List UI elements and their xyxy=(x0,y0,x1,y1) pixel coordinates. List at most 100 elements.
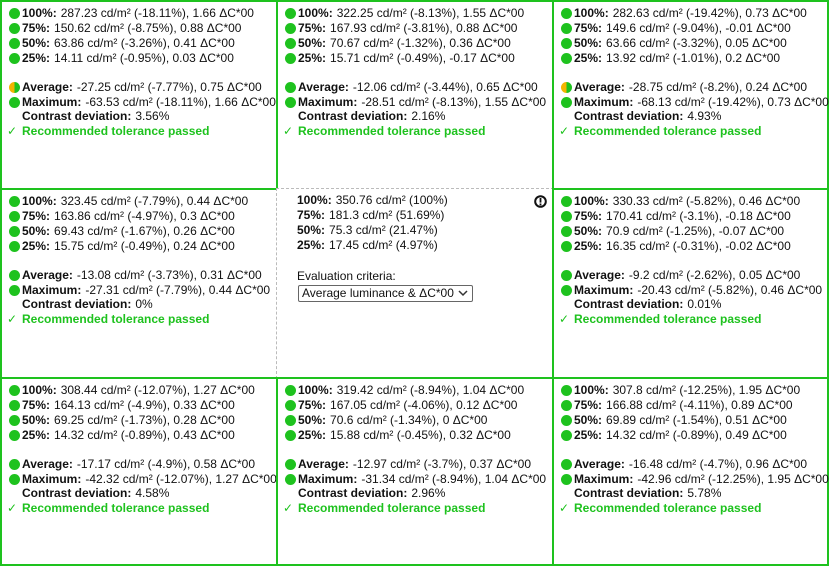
status-dot xyxy=(561,385,572,396)
label: 50%: xyxy=(574,224,603,238)
label: 75%: xyxy=(22,209,51,223)
maximum-line: Maximum: -28.51 cd/m² (-8.13%), 1.55 ΔC*0… xyxy=(285,95,547,110)
level-line: 50%: 69.43 cd/m² (-1.67%), 0.26 ΔC*00 xyxy=(9,224,235,239)
label: 25%: xyxy=(22,51,51,65)
status-dot xyxy=(561,53,572,64)
value: 70.9 cd/m² (-1.25%), -0.07 ΔC*00 xyxy=(606,224,785,238)
value: 150.62 cd/m² (-8.75%), 0.88 ΔC*00 xyxy=(54,21,242,35)
label: 25%: xyxy=(574,239,603,253)
select-value: Average luminance & ΔC*00 xyxy=(302,286,454,300)
level-line: 75%: 170.41 cd/m² (-3.1%), -0.18 ΔC*00 xyxy=(561,209,791,224)
status-dot xyxy=(285,474,296,485)
label: 100%: xyxy=(22,6,57,20)
label: Maximum: xyxy=(574,95,634,109)
status-dot xyxy=(285,38,296,49)
maximum-line: Maximum: -27.31 cd/m² (-7.79%), 0.44 ΔC*0… xyxy=(9,283,270,298)
level-line: 100%: 308.44 cd/m² (-12.07%), 1.27 ΔC*00 xyxy=(9,383,255,398)
value: 14.32 cd/m² (-0.89%), 0.49 ΔC*00 xyxy=(606,428,787,442)
measurement-cell: 100%: 322.25 cd/m² (-8.13%), 1.55 ΔC*00 75… xyxy=(276,0,554,190)
dropdown-arrow xyxy=(458,290,468,297)
status-text: Recommended tolerance passed xyxy=(22,124,210,138)
status-dot xyxy=(9,226,20,237)
average-line: Average: -13.08 cd/m² (-3.73%), 0.31 ΔC*0… xyxy=(9,268,262,283)
level-line: 100%: 282.63 cd/m² (-19.42%), 0.73 ΔC*00 xyxy=(561,6,807,21)
status-dot xyxy=(9,211,20,222)
value: -13.08 cd/m² (-3.73%), 0.31 ΔC*00 xyxy=(76,268,262,282)
value: 69.25 cd/m² (-1.73%), 0.28 ΔC*00 xyxy=(54,413,235,427)
value: 4.93% xyxy=(687,109,722,123)
level-line: 50%: 69.89 cd/m² (-1.54%), 0.51 ΔC*00 xyxy=(561,413,787,428)
value: 16.35 cd/m² (-0.31%), -0.02 ΔC*00 xyxy=(606,239,791,253)
status-text: Recommended tolerance passed xyxy=(22,501,210,515)
value: -42.32 cd/m² (-12.07%), 1.27 ΔC*00 xyxy=(85,472,277,486)
maximum-line: Maximum: -42.32 cd/m² (-12.07%), 1.27 ΔC*… xyxy=(9,472,277,487)
criteria-label: Evaluation criteria: xyxy=(297,269,396,283)
value: 69.89 cd/m² (-1.54%), 0.51 ΔC*00 xyxy=(606,413,787,427)
value: 14.32 cd/m² (-0.89%), 0.43 ΔC*00 xyxy=(54,428,235,442)
value: -17.17 cd/m² (-4.9%), 0.58 ΔC*00 xyxy=(76,457,256,471)
level-line: 25%: 14.32 cd/m² (-0.89%), 0.49 ΔC*00 xyxy=(561,428,787,443)
value: 15.75 cd/m² (-0.49%), 0.24 ΔC*00 xyxy=(54,239,235,253)
level-line: 50%: 70.67 cd/m² (-1.32%), 0.36 ΔC*00 xyxy=(285,36,511,51)
level-line: 50%: 75.3 cd/m² (21.47%) xyxy=(297,223,438,238)
value: -12.06 cd/m² (-3.44%), 0.65 ΔC*00 xyxy=(352,80,538,94)
value: 70.67 cd/m² (-1.32%), 0.36 ΔC*00 xyxy=(330,36,511,50)
value: -27.25 cd/m² (-7.77%), 0.75 ΔC*00 xyxy=(76,80,262,94)
average-line: Average: -28.75 cd/m² (-8.2%), 0.24 ΔC*00 xyxy=(561,80,807,95)
label: Contrast deviation: xyxy=(574,109,684,123)
label: 50%: xyxy=(574,36,603,50)
status-dot xyxy=(561,226,572,237)
label: 25%: xyxy=(574,51,603,65)
label: Average: xyxy=(22,457,73,471)
value: 167.05 cd/m² (-4.06%), 0.12 ΔC*00 xyxy=(330,398,518,412)
label: Contrast deviation: xyxy=(22,486,132,500)
level-line: 100%: 287.23 cd/m² (-18.11%), 1.66 ΔC*00 xyxy=(9,6,254,21)
status-dot xyxy=(561,196,572,207)
status-dot xyxy=(9,196,20,207)
maximum-line: Maximum: -20.43 cd/m² (-5.82%), 0.46 ΔC*0… xyxy=(561,283,823,298)
value: 2.16% xyxy=(411,109,446,123)
value: 319.42 cd/m² (-8.94%), 1.04 ΔC*00 xyxy=(336,383,525,397)
level-line: 25%: 16.35 cd/m² (-0.31%), -0.02 ΔC*00 xyxy=(561,239,791,254)
value: 4.58% xyxy=(135,486,170,500)
contrast-line: Contrast deviation: 0% xyxy=(22,297,153,312)
status-dot xyxy=(561,97,572,108)
level-line: 50%: 63.86 cd/m² (-3.26%), 0.41 ΔC*00 xyxy=(9,36,235,51)
status-text: Recommended tolerance passed xyxy=(22,312,210,326)
value: 0% xyxy=(135,297,153,311)
label: 100%: xyxy=(297,193,332,207)
value: -20.43 cd/m² (-5.82%), 0.46 ΔC*00 xyxy=(637,283,823,297)
status-dot xyxy=(561,400,572,411)
measurement-cell: 100%: 307.8 cd/m² (-12.25%), 1.95 ΔC*00 75… xyxy=(552,377,829,566)
status-dot xyxy=(9,270,20,281)
label: 50%: xyxy=(298,36,327,50)
value: -63.53 cd/m² (-18.11%), 1.66 ΔC*00 xyxy=(85,95,276,109)
value: 308.44 cd/m² (-12.07%), 1.27 ΔC*00 xyxy=(60,383,255,397)
label: 25%: xyxy=(22,239,51,253)
level-line: 25%: 13.92 cd/m² (-1.01%), 0.2 ΔC*00 xyxy=(561,51,780,66)
value: -28.51 cd/m² (-8.13%), 1.55 ΔC*00 xyxy=(361,95,547,109)
status-dot xyxy=(9,385,20,396)
label: Contrast deviation: xyxy=(574,486,684,500)
reference-cell: 100%: 350.76 cd/m² (100%) 75%: 181.3 cd/m² … xyxy=(276,188,554,379)
level-line: 50%: 70.6 cd/m² (-1.34%), 0 ΔC*00 xyxy=(285,413,487,428)
label: 75%: xyxy=(22,398,51,412)
measurement-cell: 100%: 319.42 cd/m² (-8.94%), 1.04 ΔC*00 75… xyxy=(276,377,554,566)
label: 25%: xyxy=(297,238,326,252)
value: 63.86 cd/m² (-3.26%), 0.41 ΔC*00 xyxy=(54,36,235,50)
label: 100%: xyxy=(574,383,609,397)
status-text: Recommended tolerance passed xyxy=(298,124,486,138)
label: 25%: xyxy=(574,428,603,442)
status-dot xyxy=(9,23,20,34)
criteria-select[interactable]: Average luminance & ΔC*00 xyxy=(298,285,473,302)
maximum-line: Maximum: -68.13 cd/m² (-19.42%), 0.73 ΔC*… xyxy=(561,95,829,110)
level-line: 50%: 70.9 cd/m² (-1.25%), -0.07 ΔC*00 xyxy=(561,224,785,239)
info-icon[interactable] xyxy=(534,195,547,208)
label: Maximum: xyxy=(298,95,358,109)
status-dot xyxy=(561,8,572,19)
status-dot xyxy=(9,474,20,485)
status-dot xyxy=(561,415,572,426)
measurement-cell: 100%: 282.63 cd/m² (-19.42%), 0.73 ΔC*00 7… xyxy=(552,0,829,190)
level-line: 25%: 14.32 cd/m² (-0.89%), 0.43 ΔC*00 xyxy=(9,428,235,443)
value: 330.33 cd/m² (-5.82%), 0.46 ΔC*00 xyxy=(612,194,801,208)
